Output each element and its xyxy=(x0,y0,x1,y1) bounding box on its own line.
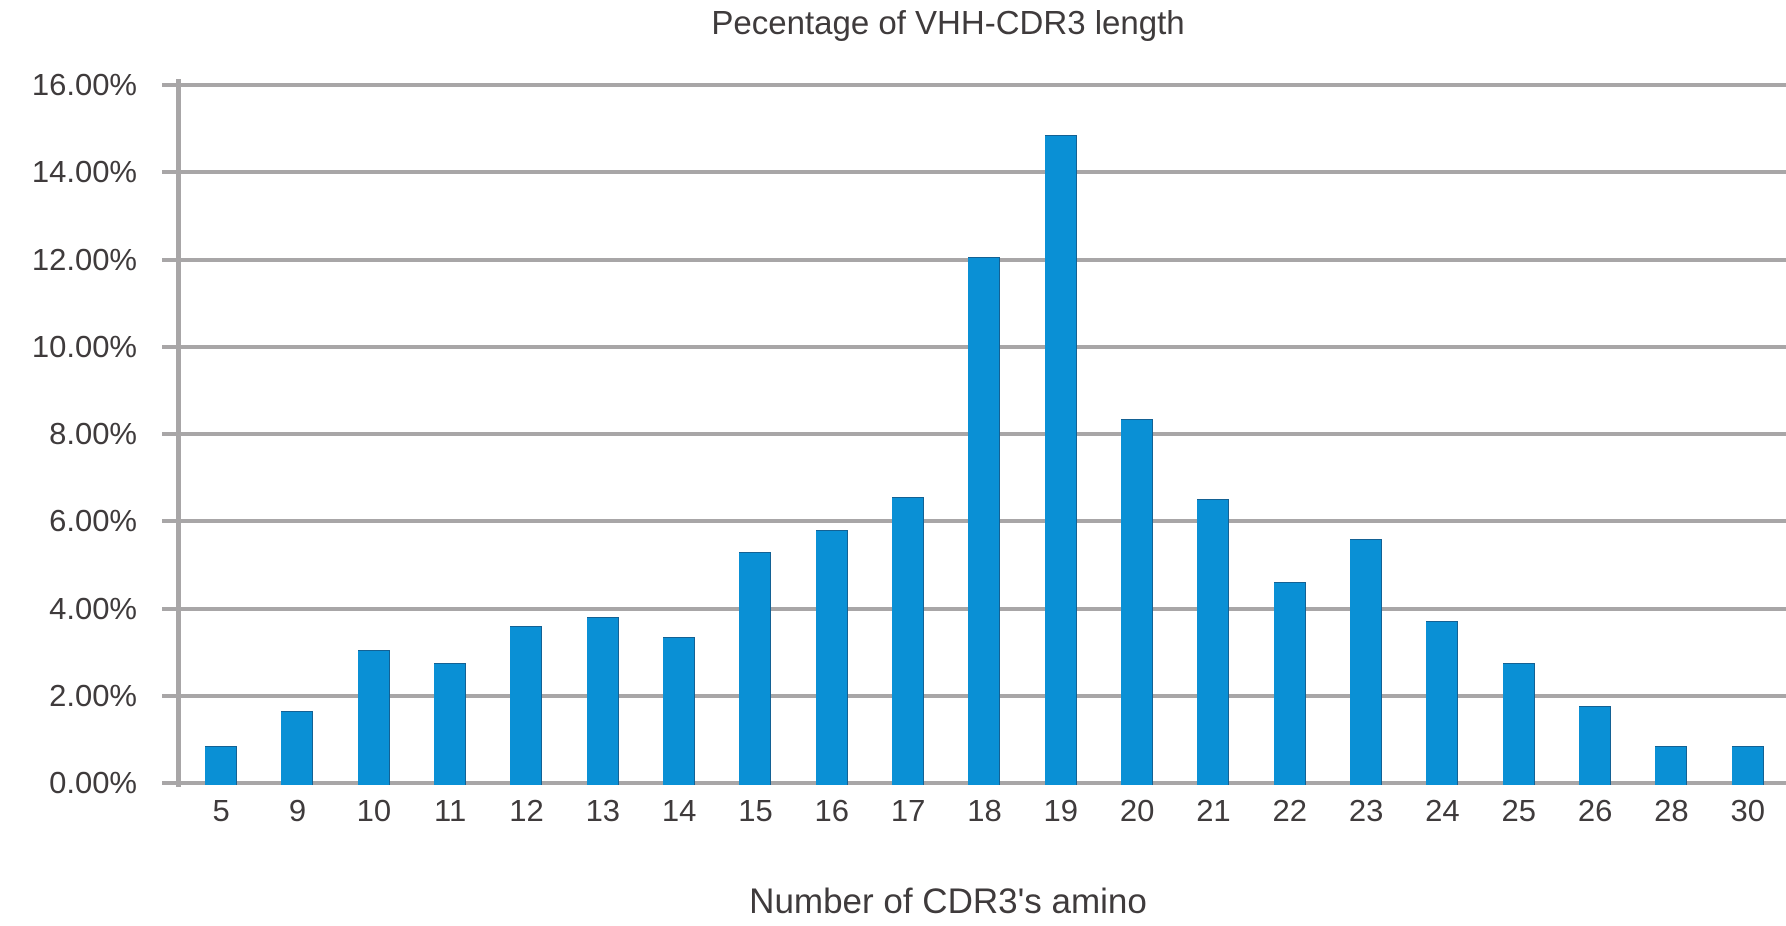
x-tick-label: 20 xyxy=(1119,793,1155,828)
y-tick-label: 10.00% xyxy=(31,328,137,364)
bar-slot xyxy=(1710,85,1786,785)
bar-slot xyxy=(336,85,412,785)
x-tick-label: 24 xyxy=(1425,793,1460,828)
x-tick-label: 25 xyxy=(1501,793,1536,828)
bar-slot xyxy=(183,85,259,785)
x-tick-label: 21 xyxy=(1196,793,1231,828)
bar xyxy=(663,636,696,785)
y-axis-labels: 0.00% 2.00% 4.00% 6.00% 8.00% 10.00% 12.00% 14.… xyxy=(0,67,140,800)
y-tick-mark xyxy=(162,432,179,436)
bar xyxy=(357,649,390,785)
y-tick-mark xyxy=(162,170,179,175)
x-tick-label: 28 xyxy=(1654,793,1689,828)
y-tick-mark xyxy=(162,257,179,262)
gridline xyxy=(179,170,1786,175)
bar-slot xyxy=(1328,85,1404,785)
bar-slot xyxy=(641,85,717,785)
x-axis-labels: 5 9 10 11 12 13 14 15 16 17 18 19 20 21 22 23 24 25 26 28 30 xyxy=(179,793,1786,839)
bar xyxy=(968,257,1001,785)
bar xyxy=(1579,706,1612,785)
bar xyxy=(1502,662,1535,785)
bar xyxy=(1655,745,1688,785)
y-tick-label: 6.00% xyxy=(49,503,137,539)
bar xyxy=(1044,135,1077,785)
bar xyxy=(739,551,772,785)
bar-slot xyxy=(717,85,793,785)
x-tick-label: 11 xyxy=(434,793,467,828)
x-tick-label: 19 xyxy=(1043,793,1079,828)
y-tick-mark xyxy=(162,781,179,785)
bar-slot xyxy=(1023,85,1099,785)
bar xyxy=(281,710,314,785)
y-tick-label: 16.00% xyxy=(31,67,137,102)
bar xyxy=(1197,499,1230,785)
x-tick-label: 26 xyxy=(1577,793,1613,828)
y-tick-label: 0.00% xyxy=(49,765,137,800)
bar-slot xyxy=(870,85,946,785)
bar-slot xyxy=(1557,85,1633,785)
y-tick-mark xyxy=(162,344,179,349)
bar xyxy=(1731,745,1764,785)
bar-slot xyxy=(412,85,488,785)
bar xyxy=(1426,621,1459,785)
bar-slot xyxy=(794,85,870,785)
bar xyxy=(1121,418,1154,785)
y-tick-mark xyxy=(162,606,179,611)
bar xyxy=(434,662,467,785)
x-tick-label: 15 xyxy=(738,793,773,828)
bar xyxy=(892,497,925,785)
bars-row xyxy=(179,85,1786,785)
bar-slot xyxy=(488,85,564,785)
x-tick-label: 12 xyxy=(509,793,544,828)
bar xyxy=(1273,582,1306,785)
x-tick-label: 18 xyxy=(967,793,1002,828)
y-tick-label: 8.00% xyxy=(49,416,137,451)
y-tick-mark xyxy=(162,83,179,87)
bar-slot xyxy=(1175,85,1251,785)
plot-area xyxy=(179,83,1786,785)
x-tick-label: 16 xyxy=(814,793,850,828)
bar xyxy=(815,529,848,785)
y-tick-label: 2.00% xyxy=(49,677,137,713)
bar-slot xyxy=(946,85,1022,785)
x-tick-label: 22 xyxy=(1272,793,1307,828)
bar xyxy=(1350,538,1383,785)
bar-slot xyxy=(1404,85,1480,785)
x-tick-label: 30 xyxy=(1730,793,1765,828)
gridline xyxy=(179,83,1786,87)
x-tick-label: 10 xyxy=(356,793,392,828)
bar-slot xyxy=(259,85,335,785)
y-tick-mark xyxy=(162,519,179,524)
x-axis-title: Number of CDR3's amino xyxy=(749,882,1147,921)
x-tick-label: 23 xyxy=(1348,793,1384,828)
bar xyxy=(205,745,238,785)
x-tick-label: 9 xyxy=(288,793,307,828)
y-tick-mark xyxy=(162,693,179,698)
bar xyxy=(510,625,543,785)
bar-slot xyxy=(1252,85,1328,785)
chart-title: Pecentage of VHH-CDR3 length xyxy=(711,4,1185,41)
bar-slot xyxy=(1633,85,1709,785)
x-tick-label: 13 xyxy=(585,793,621,828)
x-tick-label: 17 xyxy=(890,793,926,828)
bar xyxy=(586,617,619,785)
bar-slot xyxy=(565,85,641,785)
y-tick-label: 12.00% xyxy=(31,241,137,277)
bar-slot xyxy=(1481,85,1557,785)
bar-slot xyxy=(1099,85,1175,785)
y-tick-label: 4.00% xyxy=(49,590,137,626)
x-tick-label: 5 xyxy=(212,793,230,828)
x-tick-label: 14 xyxy=(661,793,697,828)
y-tick-label: 14.00% xyxy=(31,154,137,190)
